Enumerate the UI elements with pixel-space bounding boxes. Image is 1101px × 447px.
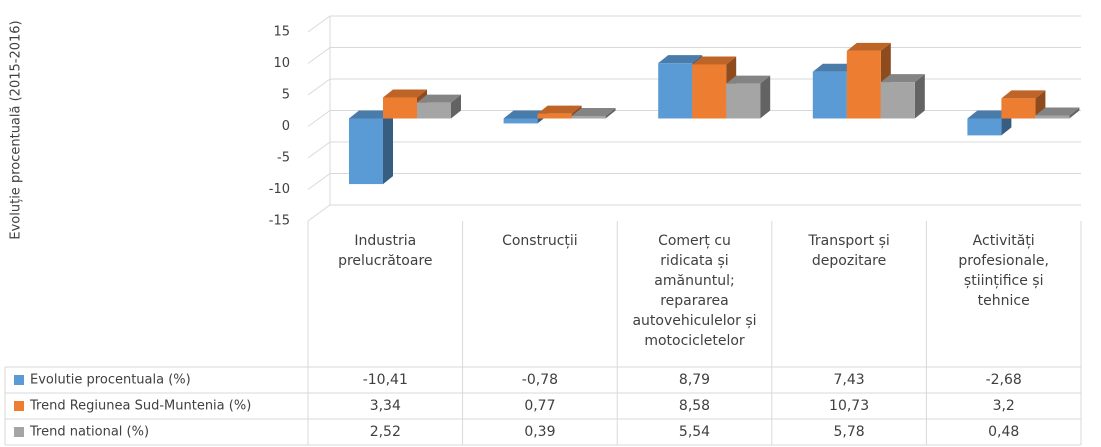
data-label: 8,58 (679, 398, 710, 414)
data-label: 5,78 (834, 424, 865, 440)
bar-face (383, 110, 393, 185)
y-tick-label: -15 (269, 214, 290, 229)
y-tick-label: -10 (269, 182, 290, 197)
bar-face (812, 71, 847, 119)
category-label: Construcții (502, 233, 578, 249)
bar-face (760, 75, 771, 119)
legend-key (14, 375, 24, 385)
legend-key (14, 427, 24, 437)
legend-key (14, 401, 24, 411)
bar-face (880, 82, 915, 119)
grid-line (307, 15, 1081, 33)
grid-line (307, 204, 1081, 222)
y-tick-label: 15 (273, 25, 290, 40)
bar-face (417, 94, 461, 103)
bar (967, 110, 1012, 136)
bar-face (846, 42, 891, 51)
data-label: 0,48 (988, 424, 1019, 440)
data-label: 2,52 (370, 424, 401, 440)
bar-face (349, 110, 393, 119)
bar-face (1001, 98, 1036, 119)
data-label: 7,43 (834, 372, 865, 388)
data-label: -0,78 (522, 372, 558, 388)
legend-label: Trend national (%) (29, 425, 149, 440)
data-label: 3,34 (370, 398, 401, 414)
bar (880, 74, 925, 119)
y-axis-label: Evoluție procentuală (2015-2016) (9, 20, 24, 239)
data-label: -10,41 (363, 372, 408, 388)
bar-face (1035, 107, 1080, 116)
bar-face (537, 113, 572, 119)
bar-face (914, 74, 925, 119)
bar (726, 75, 771, 119)
grid-line (307, 173, 1081, 190)
bar-face (692, 56, 737, 65)
bar (417, 94, 461, 119)
y-tick-label: 5 (282, 88, 290, 103)
bar-face (1001, 90, 1046, 99)
y-tick-label: -5 (277, 151, 290, 166)
bar-face (537, 105, 582, 114)
grid-line (307, 141, 1081, 159)
data-label: 0,39 (524, 424, 555, 440)
bar (1001, 90, 1046, 119)
data-label: 0,77 (524, 398, 555, 414)
bar-face (503, 118, 538, 124)
bar-face (1069, 107, 1080, 119)
bar-face (383, 97, 417, 119)
bar-face (503, 110, 548, 119)
bar-face (1035, 115, 1070, 119)
bar-face (571, 108, 616, 117)
data-label: -2,68 (986, 372, 1022, 388)
bar-face (349, 118, 383, 185)
bar-face (812, 63, 857, 72)
category-label: Transport și depozitare (807, 233, 889, 269)
bar-face (880, 74, 925, 83)
bar-face (726, 75, 771, 84)
bar-face (658, 63, 693, 119)
legend-label: Evolutie procentuala (%) (30, 373, 191, 388)
bar-face (692, 64, 727, 119)
bar-face (383, 89, 427, 98)
category-label: Comerț cu ridicata și amănuntul; repararea a… (632, 233, 756, 349)
bar (349, 110, 393, 185)
bar-face (571, 116, 606, 119)
bar-face (846, 50, 881, 119)
category-label: Activități profesionale, științifice și teh… (958, 233, 1049, 309)
data-label: 10,73 (829, 398, 869, 414)
bar (571, 108, 616, 119)
y-tick-label: 0 (282, 119, 290, 134)
bar-face (451, 94, 461, 119)
category-label: Industria prelucrătoare (338, 233, 432, 269)
bar-face (605, 108, 616, 119)
y-tick-label: 10 (273, 56, 290, 71)
bar-face (726, 83, 761, 119)
legend-label: Trend Regiunea Sud-Muntenia (%) (29, 399, 251, 414)
data-label: 3,2 (993, 398, 1015, 414)
bar (1035, 107, 1080, 119)
data-label: 5,54 (679, 424, 710, 440)
bar-face (417, 102, 451, 119)
bar-face (967, 118, 1002, 136)
bar-face (967, 110, 1012, 119)
bar-face (658, 55, 703, 64)
data-label: 8,79 (679, 372, 710, 388)
